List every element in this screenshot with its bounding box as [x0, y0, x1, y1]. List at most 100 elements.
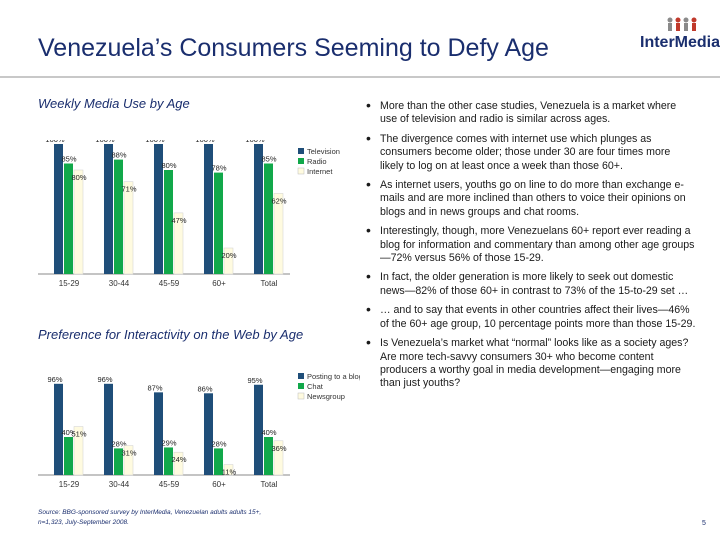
data-label: 29% — [161, 438, 176, 447]
data-label: 71% — [121, 185, 136, 194]
bar-newsgroup — [123, 445, 134, 476]
data-label: 24% — [171, 455, 186, 464]
bullet-text: Interestingly, though, more Venezuelans … — [380, 225, 695, 265]
bar-chat — [164, 447, 173, 475]
category-label: 30-44 — [109, 480, 130, 489]
bar-internet — [123, 181, 134, 275]
bullet-dot-icon: • — [366, 97, 371, 113]
data-label: 78% — [211, 164, 226, 173]
legend-label: Television — [307, 147, 340, 156]
source-line-2: n=1,323, July-September 2008. — [38, 519, 129, 526]
logo-figures-icon — [667, 17, 697, 31]
bar-radio — [214, 172, 223, 274]
data-label: 86% — [197, 384, 212, 393]
bar-newsgroup — [223, 464, 234, 476]
bar-radio — [64, 163, 73, 274]
bar-internet — [73, 169, 84, 275]
data-label: 100% — [95, 140, 115, 144]
data-label: 40% — [261, 428, 276, 437]
bar-newsgroup — [273, 440, 284, 476]
data-label: 100% — [245, 140, 265, 144]
bar-posting-to-a-blog — [154, 392, 163, 475]
bar-chat — [114, 448, 123, 475]
bullet-dot-icon: • — [366, 334, 371, 351]
data-label: 20% — [221, 251, 236, 260]
bar-posting-to-a-blog — [54, 383, 63, 475]
data-label: 100% — [145, 140, 165, 144]
legend-swatch — [298, 158, 304, 164]
page-number: 5 — [702, 520, 706, 527]
bullet-text: In fact, the older generation is more li… — [380, 271, 689, 297]
data-label: 80% — [71, 173, 86, 182]
slide-title: Venezuela’s Consumers Seeming to Defy Ag… — [38, 34, 549, 62]
bullet-item: • Interestingly, though, more Venezuelans… — [366, 222, 696, 265]
data-label: 95% — [247, 376, 262, 385]
logo-wordmark: InterMedia — [640, 34, 720, 51]
legend-swatch — [298, 383, 304, 389]
bar-newsgroup — [173, 451, 184, 476]
legend-swatch — [297, 392, 305, 400]
bullet-dot-icon: • — [366, 268, 371, 285]
bar-internet — [273, 193, 284, 275]
data-label: 96% — [47, 375, 62, 384]
bullet-dot-icon: • — [366, 176, 371, 193]
bullet-text: Is Venezuela’s market what “normal” look… — [380, 337, 689, 390]
legend-swatch — [297, 167, 305, 175]
category-label: 60+ — [212, 480, 226, 489]
source-line-1: Source: BBG-sponsored survey by InterMed… — [38, 509, 262, 516]
data-label: 28% — [211, 439, 226, 448]
bullet-item: • More than the other case studies, Venez… — [366, 97, 696, 127]
bar-posting-to-a-blog — [204, 393, 213, 475]
bullet-item: • In fact, the older generation is more l… — [366, 268, 696, 298]
legend-swatch — [298, 148, 304, 154]
bar-chat — [264, 437, 273, 475]
legend-label: Posting to a blog — [307, 372, 360, 381]
bar-television — [104, 144, 113, 274]
data-label: 96% — [97, 375, 112, 384]
bullet-text: As internet users, youths go on line to … — [380, 179, 686, 218]
data-label: 51% — [71, 430, 86, 439]
bar-internet — [173, 212, 184, 275]
bar-chat — [214, 448, 223, 475]
bullet-dot-icon: • — [366, 301, 371, 318]
data-label: 28% — [111, 439, 126, 448]
data-label: 85% — [61, 155, 76, 164]
chart2-title: Preference for Interactivity on the Web … — [38, 327, 304, 342]
bar-radio — [114, 159, 123, 274]
bullet-dot-icon: • — [366, 129, 371, 146]
bar-television — [154, 144, 163, 274]
bar-television — [54, 144, 63, 274]
bar-posting-to-a-blog — [254, 384, 263, 475]
legend-label: Chat — [307, 382, 324, 391]
legend-label: Internet — [307, 167, 333, 176]
category-label: 45-59 — [159, 480, 180, 489]
bullet-item: • As internet users, youths go on line to… — [366, 176, 696, 219]
data-label: 85% — [261, 155, 276, 164]
data-label: 80% — [161, 161, 176, 170]
category-label: Total — [261, 480, 278, 489]
bar-internet — [223, 247, 234, 275]
data-label: 88% — [111, 151, 126, 160]
bar-television — [254, 144, 263, 274]
category-label: 60+ — [212, 279, 226, 288]
bullet-text: More than the other case studies, Venezu… — [380, 100, 677, 126]
bar-newsgroup — [73, 426, 84, 476]
data-label: 87% — [147, 383, 162, 392]
weekly-media-use-chart: 100% 85% 80% 15-29 100% 88% 71% 30-44 100% 80% 47%… — [38, 140, 340, 288]
source-note: Source: BBG-sponsored survey by InterMed… — [38, 508, 261, 528]
bullet-dot-icon: • — [366, 222, 371, 239]
intermedia-logo: InterMedia — [640, 17, 720, 52]
category-label: 30-44 — [109, 279, 130, 288]
data-label: 47% — [171, 216, 186, 225]
legend-swatch — [298, 373, 304, 379]
data-label: 36% — [271, 444, 286, 453]
data-label: 62% — [271, 196, 286, 205]
bar-radio — [264, 163, 273, 274]
legend-label: Radio — [307, 157, 327, 166]
bar-posting-to-a-blog — [104, 383, 113, 475]
interactivity-preference-chart: 96%40%51%15-2996%28%31%30-4487%29%24%45-… — [38, 372, 360, 489]
bullet-item: • Is Venezuela’s market what “normal” loo… — [366, 334, 696, 391]
bar-radio — [164, 170, 173, 274]
category-label: 15-29 — [59, 279, 80, 288]
category-label: 15-29 — [59, 480, 80, 489]
